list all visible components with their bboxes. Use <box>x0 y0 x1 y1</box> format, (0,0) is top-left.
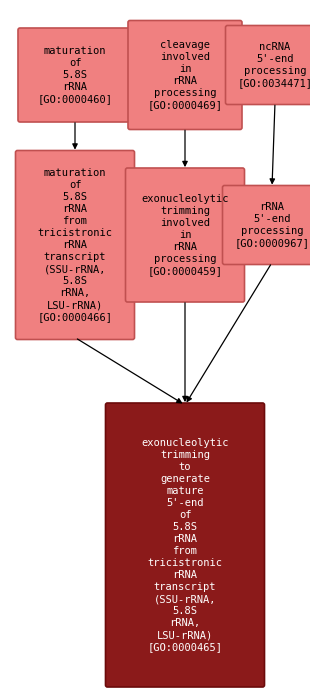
Text: cleavage
involved
in
rRNA
processing
[GO:0000469]: cleavage involved in rRNA processing [GO… <box>148 40 223 110</box>
FancyBboxPatch shape <box>225 26 310 104</box>
FancyBboxPatch shape <box>223 186 310 264</box>
FancyBboxPatch shape <box>18 28 132 122</box>
Text: exonucleolytic
trimming
to
generate
mature
5'-end
of
5.8S
rRNA
from
tricistronic: exonucleolytic trimming to generate matu… <box>141 438 229 652</box>
Text: exonucleolytic
trimming
involved
in
rRNA
processing
[GO:0000459]: exonucleolytic trimming involved in rRNA… <box>141 194 229 276</box>
FancyBboxPatch shape <box>128 20 242 129</box>
Text: ncRNA
5'-end
processing
[GO:0034471]: ncRNA 5'-end processing [GO:0034471] <box>237 42 310 88</box>
Text: rRNA
5'-end
processing
[GO:0000967]: rRNA 5'-end processing [GO:0000967] <box>234 202 309 248</box>
Text: maturation
of
5.8S
rRNA
from
tricistronic
rRNA
transcript
(SSU-rRNA,
5.8S
rRNA,
: maturation of 5.8S rRNA from tricistroni… <box>38 168 113 322</box>
FancyBboxPatch shape <box>126 168 245 302</box>
FancyBboxPatch shape <box>105 403 264 687</box>
FancyBboxPatch shape <box>16 150 135 340</box>
Text: maturation
of
5.8S
rRNA
[GO:0000460]: maturation of 5.8S rRNA [GO:0000460] <box>38 46 113 104</box>
